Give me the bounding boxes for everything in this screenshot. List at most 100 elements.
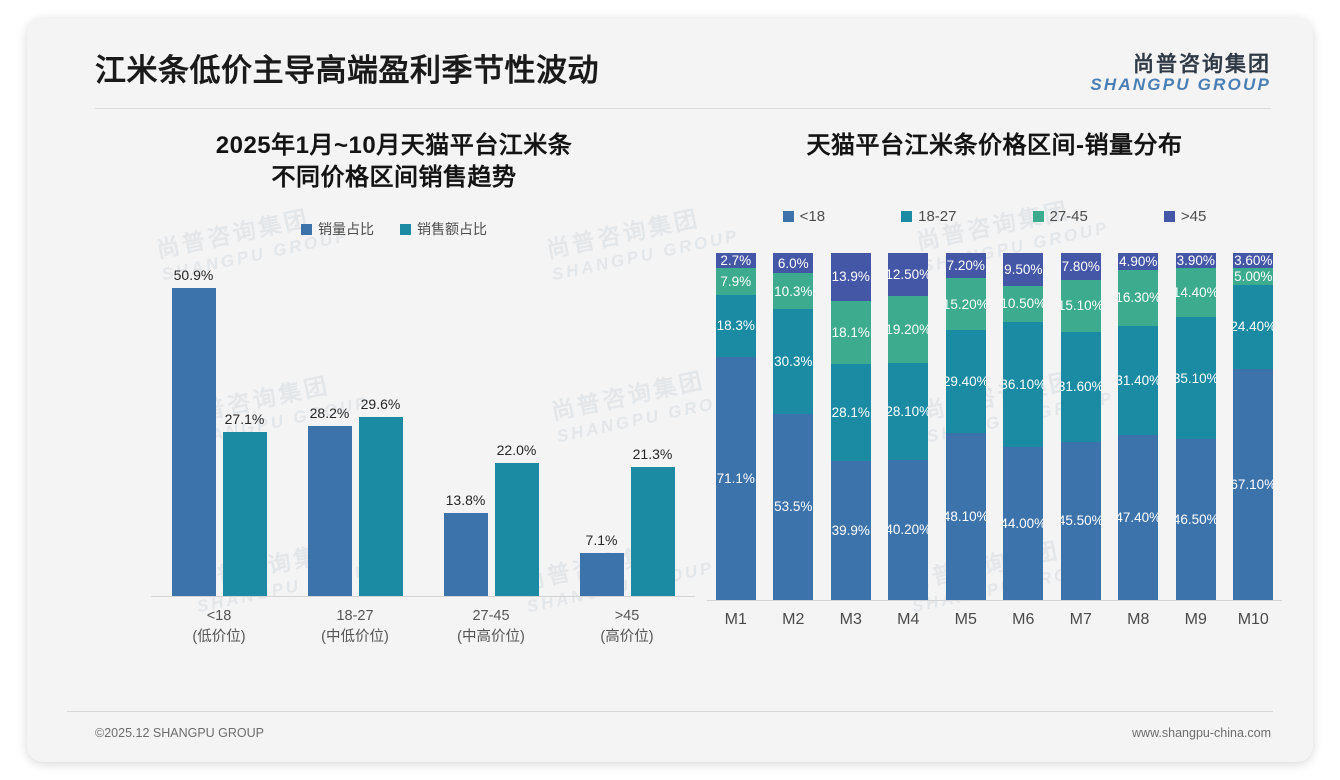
bar-value-label: 50.9% bbox=[173, 267, 214, 284]
bar-rect bbox=[358, 417, 403, 597]
stacked-bar-M8[interactable]: 4.90% 16.30% 31.40% 47.40% bbox=[1118, 252, 1159, 600]
x-tick-main: 18-27 bbox=[336, 608, 374, 625]
legend-item-销量占比[interactable]: 销量占比 bbox=[301, 219, 374, 239]
stack-segment-<18-M1[interactable]: 71.1% bbox=[715, 357, 756, 600]
bar-销售额占比-27-45[interactable]: 22.0% bbox=[494, 257, 539, 597]
stack-segment-27-45-M10[interactable]: 5.00% bbox=[1233, 267, 1274, 285]
stack-segment-label: 28.10% bbox=[888, 403, 928, 419]
stack-segment-label: 48.10% bbox=[945, 508, 986, 524]
legend-swatch-icon bbox=[301, 223, 312, 235]
bar-销量占比->45[interactable]: 7.1% bbox=[579, 257, 624, 597]
legend-item->45[interactable]: >45 bbox=[1163, 208, 1206, 225]
stack-segment-label: 39.9% bbox=[831, 522, 870, 538]
stacked-bar-M10[interactable]: 3.60%5.00% 24.40% 67.10% bbox=[1233, 252, 1274, 600]
stack-segment-label: 16.30% bbox=[1118, 290, 1158, 306]
stack-segment-<18-M5[interactable]: 48.10% bbox=[945, 432, 986, 600]
stack-segment-<18-M6[interactable]: 44.00% bbox=[1003, 447, 1044, 600]
stack-segment->45-M2[interactable]: 6.0% bbox=[773, 252, 814, 274]
stack-segment-18-27-M7[interactable]: 31.60% bbox=[1060, 332, 1101, 442]
stack-segment-<18-M4[interactable]: 40.20% bbox=[888, 460, 929, 600]
stack-segment->45-M8[interactable]: 4.90% bbox=[1118, 252, 1159, 270]
logo-text-cn: 尚普咨询集团 bbox=[1133, 53, 1271, 76]
legend-item-<18[interactable]: <18 bbox=[782, 208, 825, 225]
legend-item-18-27[interactable]: 18-27 bbox=[901, 208, 957, 225]
stack-column-M5: 7.20% 15.20% 29.40% 48.10% bbox=[937, 252, 995, 600]
x-tick-sub: (高价位) bbox=[600, 629, 654, 646]
stack-segment-18-27-M6[interactable]: 36.10% bbox=[1003, 322, 1044, 448]
legend-swatch-icon bbox=[782, 210, 794, 222]
bar-销售额占比-18-27[interactable]: 29.6% bbox=[358, 257, 403, 597]
stack-segment-27-45-M4[interactable]: 19.20% bbox=[888, 296, 929, 363]
stack-segment-18-27-M2[interactable]: 30.3% bbox=[773, 309, 814, 415]
stack-segment-label: 3.60% bbox=[1234, 252, 1273, 268]
stack-segment-18-27-M9[interactable]: 35.10% bbox=[1175, 317, 1216, 439]
stack-segment->45-M4[interactable]: 12.50% bbox=[888, 252, 929, 297]
x-tick-sub: (中低价位) bbox=[321, 629, 389, 646]
stack-segment-label: 5.00% bbox=[1234, 268, 1273, 284]
stack-segment->45-M9[interactable]: 3.90% bbox=[1175, 252, 1216, 268]
stacked-bar-M4[interactable]: 12.50% 19.20% 28.10% 40.20% bbox=[888, 252, 929, 600]
stack-segment-27-45-M5[interactable]: 15.20% bbox=[945, 277, 986, 331]
stack-segment->45-M6[interactable]: 9.50% bbox=[1003, 252, 1044, 286]
stack-segment-<18-M3[interactable]: 39.9% bbox=[830, 461, 871, 600]
bar-销售额占比-<18[interactable]: 27.1% bbox=[222, 257, 267, 597]
stack-segment-label: 46.50% bbox=[1175, 511, 1216, 527]
stack-segment->45-M3[interactable]: 13.9% bbox=[830, 252, 871, 301]
stacked-bar-M5[interactable]: 7.20% 15.20% 29.40% 48.10% bbox=[945, 252, 986, 600]
bar-group-27-45: 13.8% 22.0% bbox=[423, 257, 559, 597]
stack-segment-label: 47.40% bbox=[1118, 509, 1158, 525]
stack-segment-18-27-M8[interactable]: 31.40% bbox=[1118, 326, 1159, 436]
stack-segment-18-27-M4[interactable]: 28.10% bbox=[888, 362, 929, 461]
stacked-bar-M9[interactable]: 3.90% 14.40% 35.10% 46.50% bbox=[1175, 252, 1216, 600]
stack-segment-27-45-M8[interactable]: 16.30% bbox=[1118, 269, 1159, 327]
stack-segment-18-27-M3[interactable]: 28.1% bbox=[830, 363, 871, 462]
stack-segment->45-M1[interactable]: 2.7% bbox=[715, 252, 756, 268]
legend-swatch-icon bbox=[1163, 210, 1175, 222]
x-axis-labels-left: <18 (低价位) 18-27 (中低价位) 27-45 (中高价位) >45 (高价位) bbox=[151, 606, 695, 648]
stacked-bar-M1[interactable]: 2.7% 7.9% 18.3% 71.1% bbox=[715, 252, 756, 600]
stacked-bar-M6[interactable]: 9.50% 10.50% 36.10% 44.00% bbox=[1003, 252, 1044, 600]
bar-销量占比-27-45[interactable]: 13.8% bbox=[443, 257, 488, 597]
bar-销售额占比->45[interactable]: 21.3% bbox=[630, 257, 675, 597]
brand-logo: 尚普咨询集团 SHANGPU GROUP bbox=[1090, 53, 1271, 94]
stack-segment-18-27-M10[interactable]: 24.40% bbox=[1233, 284, 1274, 369]
bar-rect bbox=[630, 467, 675, 597]
stack-segment-27-45-M6[interactable]: 10.50% bbox=[1003, 285, 1044, 323]
stacked-bar-M3[interactable]: 13.9% 18.1% 28.1% 39.9% bbox=[830, 252, 871, 600]
stack-segment->45-M7[interactable]: 7.80% bbox=[1060, 252, 1101, 280]
stack-segment-label: 30.3% bbox=[774, 354, 813, 370]
x-tick-main: 27-45 bbox=[472, 608, 510, 625]
bar-销量占比-18-27[interactable]: 28.2% bbox=[307, 257, 352, 597]
stack-segment-27-45-M1[interactable]: 7.9% bbox=[715, 267, 756, 295]
x-tick-M1: M1 bbox=[724, 610, 747, 628]
legend-item-27-45[interactable]: 27-45 bbox=[1032, 208, 1088, 225]
stack-segment-18-27-M5[interactable]: 29.40% bbox=[945, 330, 986, 433]
stack-segment-<18-M2[interactable]: 53.5% bbox=[773, 414, 814, 600]
stack-segment-<18-M8[interactable]: 47.40% bbox=[1118, 435, 1159, 600]
x-tick-sub: (低价位) bbox=[192, 629, 246, 646]
chart-panel-volume-distribution: 天猫平台江米条价格区间-销量分布 <18 18-27 27-45 >45 2.7% 7.… bbox=[707, 130, 1282, 710]
stack-segment-27-45-M9[interactable]: 14.40% bbox=[1175, 267, 1216, 318]
stack-segment-label: 18.3% bbox=[716, 318, 755, 334]
stack-segment-<18-M10[interactable]: 67.10% bbox=[1233, 368, 1274, 600]
x-tick-main: <18 bbox=[206, 608, 232, 625]
stack-segment-27-45-M3[interactable]: 18.1% bbox=[830, 300, 871, 364]
stack-segment-<18-M9[interactable]: 46.50% bbox=[1175, 438, 1216, 600]
legend-item-销售额占比[interactable]: 销售额占比 bbox=[400, 219, 487, 239]
stack-segment-<18-M7[interactable]: 45.50% bbox=[1060, 441, 1101, 600]
bar-rect bbox=[222, 432, 267, 597]
stacked-bar-M7[interactable]: 7.80% 15.10% 31.60% 45.50% bbox=[1060, 252, 1101, 600]
stack-segment-18-27-M1[interactable]: 18.3% bbox=[715, 294, 756, 358]
stack-segment->45-M10[interactable]: 3.60% bbox=[1233, 252, 1274, 268]
stack-segment->45-M5[interactable]: 7.20% bbox=[945, 252, 986, 278]
x-tick-M8: M8 bbox=[1127, 610, 1150, 628]
stacked-bar-M2[interactable]: 6.0% 10.3% 30.3% 53.5% bbox=[773, 252, 814, 600]
bar-销量占比-<18[interactable]: 50.9% bbox=[171, 257, 216, 597]
stack-segment-label: 29.40% bbox=[945, 374, 986, 390]
stack-segment-label: 9.50% bbox=[1004, 261, 1043, 277]
stack-column-M4: 12.50% 19.20% 28.10% 40.20% bbox=[880, 252, 938, 600]
bar-group-<18: 50.9% 27.1% bbox=[151, 257, 287, 597]
stack-segment-27-45-M2[interactable]: 10.3% bbox=[773, 273, 814, 310]
stack-segment-27-45-M7[interactable]: 15.10% bbox=[1060, 279, 1101, 333]
stack-segment-label: 6.0% bbox=[777, 255, 809, 271]
